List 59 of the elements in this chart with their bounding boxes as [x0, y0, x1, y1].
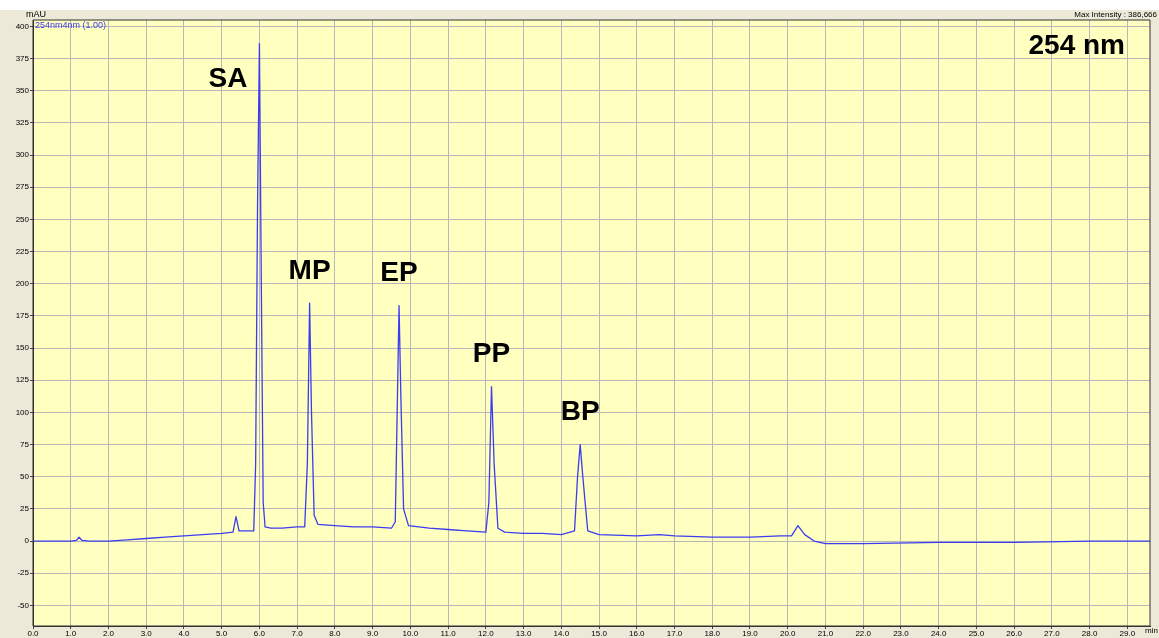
x-tick-label: 8.0 [329, 629, 341, 638]
y-tick-label: 125 [15, 375, 30, 385]
x-tick-label: 4.0 [178, 629, 191, 638]
x-tick-label: 18.0 [704, 629, 721, 638]
x-tick-label: 21.0 [817, 629, 834, 638]
y-tick-label: -25 [17, 568, 30, 578]
annotation: PP [472, 337, 511, 369]
x-tick-label: 11.0 [440, 629, 457, 638]
x-tick-label: 28.0 [1081, 629, 1098, 638]
x-tick-label: 13.0 [515, 629, 532, 638]
y-tick-label: 275 [15, 182, 30, 192]
x-tick-label: 7.0 [291, 629, 304, 638]
y-tick-label: 25 [20, 504, 30, 514]
x-tick-label: 1.0 [65, 629, 77, 638]
x-tick-label: 5.0 [216, 629, 228, 638]
y-tick-label: 0 [24, 536, 30, 546]
text: Max Intensity : 386,666 [1074, 10, 1158, 20]
y-tick-label: 50 [20, 471, 30, 481]
x-tick-label: 15.0 [591, 629, 608, 638]
chart-title: 254 nm [1028, 28, 1125, 60]
y-tick-label: 75 [20, 439, 30, 449]
y-tick-label: 300 [15, 150, 30, 160]
x-axis-title: min [1145, 626, 1158, 636]
text: 254nm4nm (1.00) [35, 19, 107, 30]
annotation: SA [208, 62, 248, 94]
y-tick-label: 175 [15, 311, 30, 321]
x-tick-label: 23.0 [893, 629, 910, 638]
x-tick-label: 20.0 [779, 629, 797, 638]
x-tick-label: 16.0 [628, 629, 646, 638]
y-tick-label: 250 [15, 214, 30, 224]
y-axis-title: mAU [26, 8, 46, 19]
x-tick-label: 22.0 [855, 629, 872, 638]
x-tick-label: 29.0 [1119, 629, 1136, 638]
y-tick-label: 400 [15, 21, 30, 31]
y-tick-label: -50 [17, 600, 30, 610]
annotation: MP [288, 253, 331, 285]
y-tick-label: 150 [15, 343, 30, 353]
x-tick-label: 3.0 [140, 629, 153, 638]
x-tick-label: 10.0 [402, 629, 419, 638]
x-tick-label: 26.0 [1006, 629, 1023, 638]
x-tick-label: 14.0 [553, 629, 570, 638]
y-tick-label: 100 [15, 407, 30, 417]
x-tick-label: 12.0 [478, 629, 495, 638]
x-tick-label: 6.0 [253, 629, 266, 638]
annotation: EP [380, 256, 418, 288]
x-tick-label: 25.0 [968, 629, 985, 638]
x-tick-label: 19.0 [742, 629, 759, 638]
y-tick-label: 325 [15, 118, 30, 128]
y-tick-label: 200 [15, 278, 30, 288]
y-tick-label: 350 [15, 85, 30, 95]
x-tick-label: 17.0 [666, 629, 683, 638]
x-tick-label: 27.0 [1044, 629, 1061, 638]
y-tick-label: 375 [15, 53, 30, 63]
annotation: BP [560, 395, 600, 427]
x-tick-label: 9.0 [367, 629, 379, 638]
x-tick-label: 0.0 [27, 629, 40, 638]
y-tick-label: 225 [15, 246, 30, 256]
x-tick-label: 24.0 [930, 629, 948, 638]
x-tick-label: 2.0 [102, 629, 115, 638]
